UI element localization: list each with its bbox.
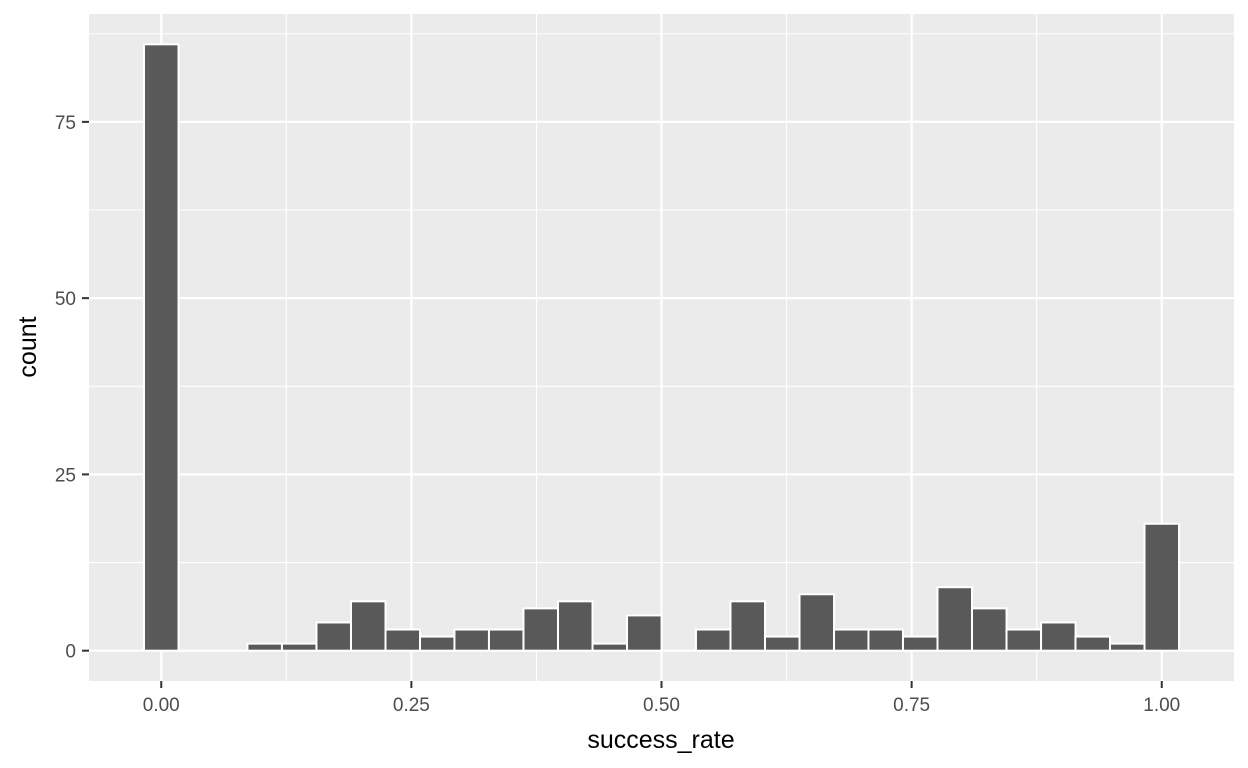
histogram-bar [764, 635, 801, 652]
histogram-bar [1143, 522, 1181, 652]
y-tick-label: 50 [55, 289, 76, 310]
histogram-bar [729, 600, 767, 652]
histogram-bar [936, 586, 974, 652]
histogram-bar [349, 600, 387, 652]
histogram-bar [522, 607, 559, 652]
x-tick-label: 0.25 [393, 695, 430, 716]
histogram-bar [487, 628, 525, 652]
histogram-bar [419, 635, 456, 652]
y-axis-title: count [14, 316, 42, 377]
histogram-bars [142, 43, 1181, 652]
histogram-bar [591, 642, 629, 652]
x-tick-label: 0.75 [893, 695, 930, 716]
y-tick-label: 25 [55, 465, 76, 486]
histogram-bar [971, 607, 1008, 652]
histogram-bar [1108, 642, 1146, 652]
y-tick-label: 0 [65, 642, 76, 663]
histogram-bar [556, 600, 594, 652]
histogram-bar [384, 628, 422, 652]
histogram-bar [1074, 635, 1111, 652]
histogram-bar [1005, 628, 1043, 652]
x-tick-label: 1.00 [1143, 695, 1180, 716]
histogram-bar [626, 614, 663, 652]
x-axis-title: success_rate [587, 726, 734, 754]
histogram-bar [246, 642, 283, 652]
x-tick-label: 0.00 [143, 695, 180, 716]
y-axis-ticks: 0 25 50 75 [55, 113, 89, 663]
y-tick-label: 75 [55, 113, 76, 134]
histogram-bar [694, 628, 732, 652]
histogram-bar [1040, 621, 1077, 652]
histogram-bar [901, 635, 939, 652]
x-tick-label: 0.50 [643, 695, 680, 716]
histogram-bar [142, 43, 180, 652]
histogram-bar [833, 628, 870, 652]
histogram-bar [867, 628, 904, 652]
x-axis-ticks: 0.00 0.25 0.50 0.75 1.00 [143, 681, 1180, 716]
histogram-bar [280, 642, 318, 652]
histogram-bar [453, 628, 490, 652]
histogram-bar [798, 593, 836, 652]
histogram-bar [315, 621, 352, 652]
